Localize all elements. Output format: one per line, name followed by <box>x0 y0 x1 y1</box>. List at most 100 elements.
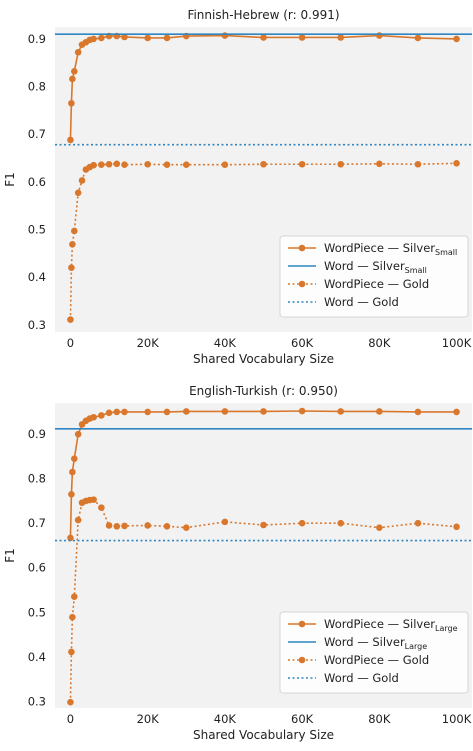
data-point <box>71 455 78 462</box>
legend-item: WordPiece — SilverLarge <box>288 617 458 633</box>
x-tick-label: 80K <box>368 712 391 726</box>
chart-english-turkish: English-Turkish (r: 0.950) 0.3 0.4 0.5 0.6 0.… <box>0 376 473 751</box>
data-point <box>221 32 229 39</box>
data-point <box>67 534 74 542</box>
data-point <box>221 161 229 169</box>
legend-marker <box>298 620 306 628</box>
data-point <box>67 316 74 323</box>
data-point <box>414 408 422 416</box>
data-point <box>453 408 460 416</box>
data-point <box>71 68 78 75</box>
legend-label: WordPiece — SilverLarge <box>324 617 458 633</box>
y-axis-label: F1 <box>3 172 17 187</box>
legend-label: Word — Gold <box>324 295 399 309</box>
legend-label: Word — Gold <box>324 671 399 685</box>
data-point <box>113 160 121 168</box>
data-point <box>74 430 82 438</box>
legend-label: WordPiece — Gold <box>324 653 429 667</box>
data-point <box>298 34 306 41</box>
x-tick-label: 20K <box>137 712 160 726</box>
series-wordpiece-silver-large <box>67 407 460 542</box>
chart-title: Finnish-Hebrew (r: 0.991) <box>187 8 339 22</box>
series-line <box>69 162 457 320</box>
chart-title: English-Turkish (r: 0.950) <box>189 384 338 398</box>
data-point <box>298 160 306 168</box>
data-point <box>163 161 171 169</box>
data-point <box>98 34 105 42</box>
data-point <box>163 408 171 416</box>
data-point <box>260 521 267 529</box>
data-point <box>298 407 306 415</box>
x-tick-label: 100K <box>442 336 472 350</box>
legend-label-text: WordPiece — Silver <box>324 241 435 255</box>
legend-label-text: WordPiece — Gold <box>324 277 429 291</box>
data-point <box>121 408 128 416</box>
data-point <box>414 519 422 527</box>
data-point <box>98 161 105 169</box>
data-point <box>113 408 121 416</box>
data-point <box>90 413 97 421</box>
data-point <box>163 523 171 530</box>
x-axis-label: Shared Vocabulary Size <box>193 728 334 742</box>
data-point <box>67 698 74 706</box>
data-point <box>90 161 97 169</box>
data-point <box>105 160 113 168</box>
legend-item: WordPiece — Gold <box>288 277 429 291</box>
data-point <box>376 408 383 415</box>
data-point <box>90 496 97 503</box>
data-point <box>337 34 345 41</box>
data-point <box>68 490 75 498</box>
data-point <box>144 34 151 42</box>
data-point <box>69 468 76 476</box>
x-tick-label: 60K <box>291 336 314 350</box>
data-point <box>69 613 76 621</box>
x-tick-label: 100K <box>442 712 472 726</box>
data-point <box>337 408 345 415</box>
y-tick-label: 0.7 <box>28 127 46 141</box>
chart-finnish-hebrew: Finnish-Hebrew (r: 0.991) 0.3 0.4 0.5 0.6 0.7… <box>0 0 473 375</box>
legend-label-text: WordPiece — Gold <box>324 653 429 667</box>
y-tick-label: 0.9 <box>28 32 46 46</box>
data-point <box>98 412 105 419</box>
data-point <box>144 408 151 416</box>
data-point <box>71 227 78 235</box>
legend-label-text: Word — Silver <box>324 259 405 273</box>
legend-item: Word — SilverLarge <box>288 635 427 651</box>
series-wordpiece-gold <box>67 496 460 706</box>
data-point <box>376 32 383 39</box>
data-point <box>182 524 190 531</box>
y-tick-label: 0.3 <box>28 694 46 708</box>
y-tick-label: 0.6 <box>28 175 46 189</box>
data-point <box>337 160 345 168</box>
data-point <box>182 161 190 169</box>
legend-label: Word — SilverLarge <box>324 635 427 651</box>
x-axis-label: Shared Vocabulary Size <box>193 352 334 366</box>
data-point <box>453 523 460 531</box>
legend-label: Word — SilverSmall <box>324 259 427 275</box>
y-tick-label: 0.4 <box>28 270 46 284</box>
data-point <box>74 516 82 524</box>
legend-marker <box>298 244 306 252</box>
legend-label-subscript: Small <box>435 248 457 257</box>
data-point <box>260 34 267 41</box>
data-point <box>68 648 75 656</box>
y-axis-label: F1 <box>3 548 17 563</box>
x-tick-label: 20K <box>137 336 160 350</box>
chart-svg: English-Turkish (r: 0.950) 0.3 0.4 0.5 0.6 0.… <box>3 384 472 742</box>
legend-label: WordPiece — Gold <box>324 277 429 291</box>
legend-marker <box>298 656 306 664</box>
data-point <box>71 593 78 600</box>
legend-label-subscript: Large <box>405 642 428 651</box>
x-tick-label: 40K <box>214 712 237 726</box>
data-point <box>105 409 113 417</box>
data-point <box>182 408 190 415</box>
legend-label: WordPiece — SilverSmall <box>324 241 457 257</box>
data-point <box>121 161 128 169</box>
chart-svg: Finnish-Hebrew (r: 0.991) 0.3 0.4 0.5 0.6 0.7… <box>3 8 472 366</box>
data-point <box>98 504 105 511</box>
data-point <box>453 35 460 43</box>
legend-label-text: WordPiece — Silver <box>324 617 435 631</box>
legend-item: WordPiece — SilverSmall <box>288 241 457 257</box>
data-point <box>376 524 383 531</box>
